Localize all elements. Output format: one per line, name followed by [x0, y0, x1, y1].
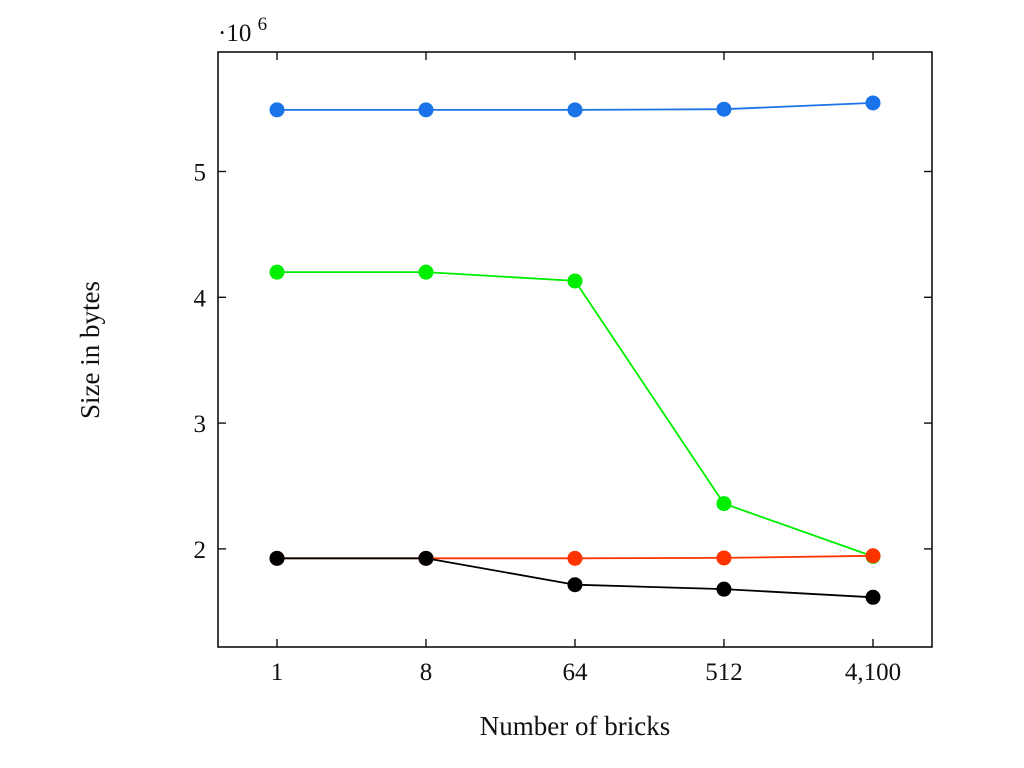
data-point — [567, 550, 583, 566]
x-tick-label: 4,100 — [845, 659, 901, 686]
y-axis-label: Size in bytes — [75, 281, 105, 419]
data-point — [865, 548, 881, 564]
y-axis-ticks: 2 3 4 5 — [194, 160, 932, 564]
data-point — [567, 577, 583, 593]
y-tick-label: 2 — [194, 537, 207, 564]
data-point — [269, 264, 285, 280]
x-tick-label: 1 — [271, 659, 284, 686]
data-point — [567, 102, 583, 118]
data-point — [865, 589, 881, 605]
data-point — [716, 496, 732, 512]
series-4 — [269, 550, 881, 605]
series-3 — [269, 548, 881, 566]
y-multiplier-base: ·10 — [218, 20, 251, 47]
x-tick-label: 512 — [705, 659, 743, 686]
data-point — [716, 550, 732, 566]
data-point — [418, 550, 434, 566]
y-multiplier-exponent: 6 — [258, 14, 268, 35]
series-1 — [269, 95, 881, 118]
x-axis-ticks: 1 8 64 512 4,100 — [271, 52, 901, 686]
y-multiplier: ·10 6 — [218, 14, 267, 47]
x-tick-label: 8 — [420, 659, 433, 686]
x-axis-label: Number of bricks — [480, 711, 670, 741]
y-tick-label: 5 — [194, 160, 207, 187]
x-tick-label: 64 — [562, 659, 588, 686]
series-line — [277, 271, 874, 558]
data-point — [567, 273, 583, 289]
data-point — [716, 101, 732, 117]
data-point — [865, 95, 881, 111]
data-point — [418, 264, 434, 280]
data-point — [269, 102, 285, 118]
data-point — [716, 581, 732, 597]
data-point — [418, 102, 434, 118]
series-layer — [269, 95, 881, 605]
y-tick-label: 3 — [194, 411, 207, 438]
data-point — [269, 550, 285, 566]
series-2 — [269, 264, 881, 564]
y-tick-label: 4 — [194, 285, 207, 312]
